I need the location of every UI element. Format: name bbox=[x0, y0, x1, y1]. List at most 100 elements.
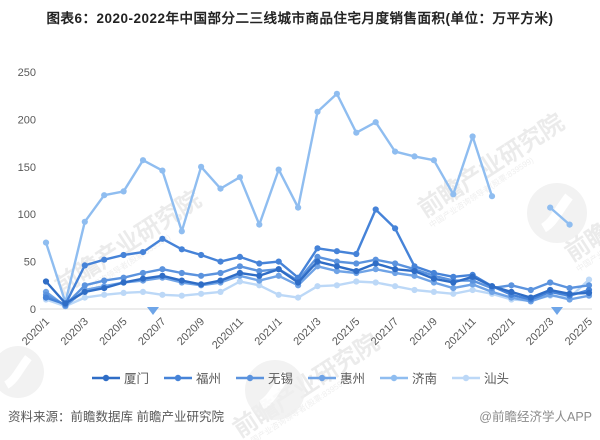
x-axis-tick-label: 2020/5 bbox=[97, 316, 129, 348]
data-point-福州 bbox=[42, 294, 50, 301]
data-point-无锡 bbox=[353, 260, 360, 267]
x-axis-tick-label: 2020/9 bbox=[175, 316, 207, 348]
data-point-厦门 bbox=[295, 279, 302, 286]
y-axis-tick-label: 100 bbox=[18, 209, 36, 221]
data-point-无锡 bbox=[101, 277, 108, 284]
data-point-福州 bbox=[256, 260, 263, 267]
data-point-济南 bbox=[547, 204, 554, 211]
data-point-厦门 bbox=[527, 294, 534, 301]
data-point-厦门 bbox=[333, 263, 340, 270]
data-point-汕头 bbox=[198, 290, 205, 297]
series-line-济南 bbox=[44, 92, 571, 304]
data-point-无锡 bbox=[198, 272, 205, 279]
legend-marker-icon bbox=[452, 374, 481, 381]
data-point-福州 bbox=[81, 262, 88, 269]
data-point-厦门 bbox=[178, 277, 185, 284]
legend-label: 济南 bbox=[412, 372, 438, 386]
data-point-济南 bbox=[236, 174, 243, 181]
data-point-厦门 bbox=[120, 279, 127, 286]
data-point-汕头 bbox=[236, 278, 243, 285]
data-point-济南 bbox=[120, 188, 127, 195]
data-point-汕头 bbox=[333, 282, 340, 289]
legend-item-惠州: 惠州 bbox=[307, 368, 365, 387]
data-point-济南 bbox=[256, 221, 263, 228]
data-point-福州 bbox=[275, 258, 282, 265]
data-point-厦门 bbox=[236, 269, 243, 277]
data-point-济南 bbox=[411, 153, 418, 160]
data-point-厦门 bbox=[585, 289, 593, 296]
data-point-无锡 bbox=[566, 285, 573, 292]
data-point-汕头 bbox=[450, 290, 457, 297]
data-point-无锡 bbox=[333, 258, 340, 265]
data-point-福州 bbox=[139, 249, 147, 256]
data-point-厦门 bbox=[198, 281, 205, 288]
data-point-无锡 bbox=[392, 260, 399, 267]
watermark-logo-icon bbox=[0, 346, 44, 398]
data-point-福州 bbox=[198, 251, 205, 259]
data-point-福州 bbox=[430, 269, 437, 277]
data-point-福州 bbox=[178, 246, 185, 253]
data-point-济南 bbox=[488, 193, 496, 200]
y-axis-tick-label: 250 bbox=[18, 67, 36, 79]
legend-marker-icon bbox=[308, 374, 336, 381]
data-point-厦门 bbox=[81, 288, 88, 295]
data-point-济南 bbox=[81, 218, 88, 225]
data-point-汕头 bbox=[295, 294, 302, 301]
app-credit: @前瞻经济学人APP bbox=[479, 410, 592, 424]
x-axis-tick-label: 2022/3 bbox=[524, 316, 556, 348]
data-point-汕头 bbox=[314, 283, 321, 290]
data-point-无锡 bbox=[217, 269, 224, 277]
data-point-济南 bbox=[392, 148, 399, 155]
data-point-厦门 bbox=[392, 266, 399, 273]
legend-marker-icon bbox=[380, 374, 409, 381]
data-point-厦门 bbox=[508, 288, 515, 295]
data-point-厦门 bbox=[314, 258, 321, 265]
data-point-厦门 bbox=[372, 260, 379, 267]
x-axis-tick-label: 2020/1 bbox=[20, 316, 52, 348]
data-point-汕头 bbox=[159, 291, 166, 298]
data-point-无锡 bbox=[508, 282, 515, 289]
data-point-无锡 bbox=[527, 286, 534, 294]
data-point-福州 bbox=[411, 263, 418, 270]
data-point-济南 bbox=[275, 166, 282, 173]
legend-marker-icon bbox=[163, 374, 192, 381]
legend-marker-icon bbox=[235, 374, 264, 381]
data-point-汕头 bbox=[101, 291, 108, 298]
data-point-福州 bbox=[159, 235, 166, 242]
data-point-无锡 bbox=[139, 269, 147, 277]
data-point-厦门 bbox=[469, 273, 476, 280]
legend-item-无锡: 无锡 bbox=[235, 368, 293, 387]
source-note: 资料来源：前瞻数据库 前瞻产业研究院 bbox=[8, 410, 224, 424]
data-point-厦门 bbox=[217, 277, 224, 284]
data-point-汕头 bbox=[585, 276, 593, 283]
data-point-汕头 bbox=[392, 283, 399, 290]
data-point-厦门 bbox=[566, 290, 573, 297]
data-point-济南 bbox=[159, 167, 166, 174]
y-axis-tick-label: 0 bbox=[30, 304, 36, 316]
data-point-福州 bbox=[450, 273, 457, 280]
legend-marker-icon bbox=[91, 374, 120, 381]
data-point-厦门 bbox=[159, 272, 166, 279]
data-point-厦门 bbox=[139, 275, 147, 282]
data-point-无锡 bbox=[81, 282, 88, 289]
legend-label: 惠州 bbox=[340, 372, 366, 386]
y-axis-tick-label: 50 bbox=[24, 257, 36, 269]
data-point-汕头 bbox=[81, 294, 88, 301]
data-point-济南 bbox=[314, 108, 321, 115]
legend-item-汕头: 汕头 bbox=[451, 368, 509, 387]
data-point-厦门 bbox=[488, 283, 496, 290]
data-point-汕头 bbox=[430, 288, 437, 295]
watermark-logo-icon bbox=[245, 360, 305, 420]
x-axis-tick-label: 2021/9 bbox=[408, 316, 440, 348]
data-point-无锡 bbox=[159, 266, 166, 273]
data-point-惠州 bbox=[372, 266, 379, 273]
data-point-厦门 bbox=[101, 285, 108, 292]
data-point-济南 bbox=[469, 133, 476, 140]
data-point-无锡 bbox=[256, 268, 263, 275]
axis-filter-arrow-icon bbox=[147, 307, 159, 315]
data-point-福州 bbox=[333, 248, 340, 255]
data-point-福州 bbox=[392, 225, 399, 232]
legend-label: 厦门 bbox=[123, 372, 149, 386]
